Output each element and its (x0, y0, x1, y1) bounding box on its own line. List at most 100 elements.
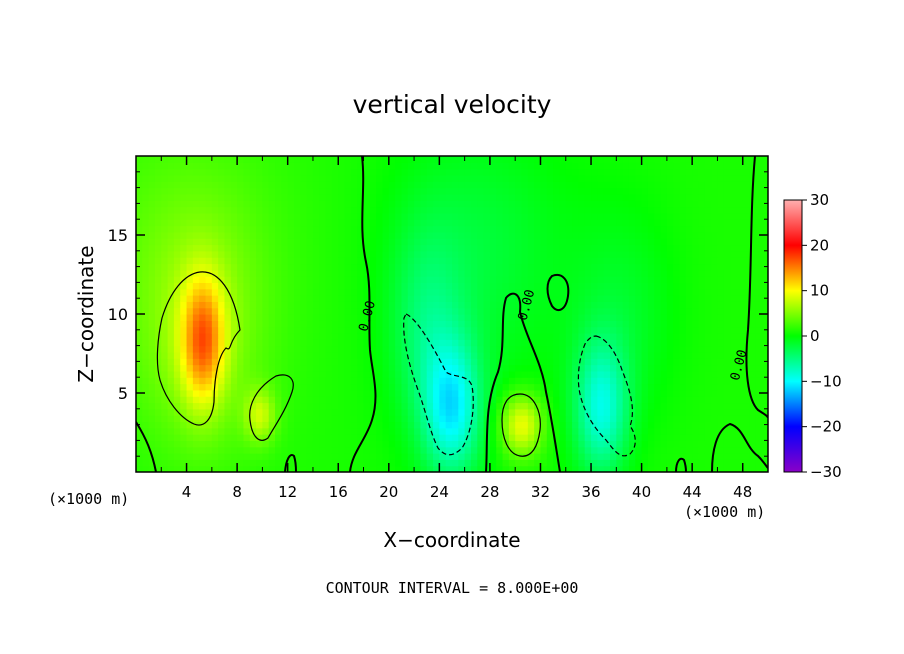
field-cell (464, 263, 472, 271)
field-cell (287, 446, 295, 454)
field-cell (597, 459, 605, 467)
field-cell (635, 162, 643, 170)
field-cell (173, 339, 181, 347)
field-cell (268, 181, 276, 189)
field-cell (483, 301, 491, 309)
field-cell (527, 288, 535, 296)
field-cell (205, 225, 213, 233)
field-cell (439, 263, 447, 271)
field-cell (755, 295, 763, 302)
field-cell (439, 370, 447, 378)
field-cell (167, 244, 175, 252)
field-cell (584, 326, 592, 334)
field-cell (704, 370, 712, 378)
field-cell (622, 250, 630, 258)
field-cell (414, 402, 421, 410)
field-cell (218, 238, 226, 246)
field-cell (300, 162, 308, 170)
field-cell (167, 269, 175, 277)
field-cell (369, 238, 377, 246)
field-cell (180, 269, 188, 277)
field-cell (186, 345, 194, 353)
field-cell (685, 307, 693, 315)
field-cell (186, 402, 194, 410)
field-cell (388, 383, 396, 391)
field-cell (154, 389, 162, 397)
field-cell (344, 389, 352, 397)
field-cell (382, 389, 390, 397)
field-cell (407, 225, 415, 233)
field-cell (515, 269, 523, 277)
field-cell (154, 250, 162, 258)
field-cell (711, 345, 719, 353)
field-cell (515, 326, 523, 334)
field-cell (275, 332, 282, 340)
field-cell (268, 421, 276, 429)
field-cell (496, 174, 504, 182)
field-cell (565, 377, 573, 385)
field-cell (426, 238, 434, 246)
field-cell (294, 377, 301, 385)
field-cell (357, 212, 365, 220)
field-cell (205, 421, 213, 429)
field-cell (685, 250, 693, 258)
field-cell (603, 440, 611, 448)
field-cell (496, 377, 504, 385)
field-cell (704, 206, 712, 214)
field-cell (306, 459, 314, 467)
field-cell (483, 358, 491, 366)
field-cell (433, 162, 440, 170)
field-cell (591, 168, 598, 176)
field-cell (414, 377, 421, 385)
field-cell (452, 168, 459, 176)
field-cell (287, 345, 295, 353)
field-cell (610, 156, 617, 163)
field-cell (610, 269, 617, 277)
field-cell (401, 320, 409, 328)
field-cell (294, 440, 301, 448)
field-cell (237, 421, 245, 429)
field-cell (262, 263, 270, 271)
field-cell (300, 288, 308, 296)
field-cell (477, 339, 485, 347)
field-cell (496, 244, 504, 252)
field-cell (433, 377, 440, 385)
field-cell (376, 225, 384, 233)
field-cell (572, 377, 579, 385)
field-cell (628, 231, 636, 239)
field-cell (300, 295, 308, 302)
field-cell (407, 193, 415, 201)
field-cell (515, 288, 523, 296)
field-cell (388, 326, 396, 334)
field-cell (730, 257, 737, 265)
field-cell (350, 446, 358, 454)
field-cell (591, 263, 598, 271)
field-cell (749, 377, 756, 385)
field-cell (192, 377, 200, 385)
field-cell (711, 200, 719, 208)
field-cell (685, 459, 693, 467)
field-cell (388, 225, 396, 233)
field-cell (489, 339, 497, 347)
field-cell (395, 244, 403, 252)
field-cell (237, 212, 245, 220)
field-cell (502, 364, 510, 372)
field-cell (470, 332, 478, 340)
field-cell (275, 396, 282, 404)
field-cell (256, 187, 263, 195)
field-cell (654, 162, 662, 170)
field-cell (363, 219, 371, 227)
field-cell (161, 282, 169, 290)
field-cell (420, 200, 428, 208)
field-cell (540, 370, 548, 378)
field-cell (439, 389, 447, 397)
field-cell (199, 427, 207, 435)
field-cell (717, 396, 725, 404)
field-cell (483, 332, 491, 340)
field-cell (154, 156, 162, 163)
field-cell (312, 377, 320, 385)
field-cell (736, 301, 744, 309)
field-cell (224, 219, 232, 227)
field-cell (148, 174, 156, 182)
field-cell (761, 364, 768, 372)
